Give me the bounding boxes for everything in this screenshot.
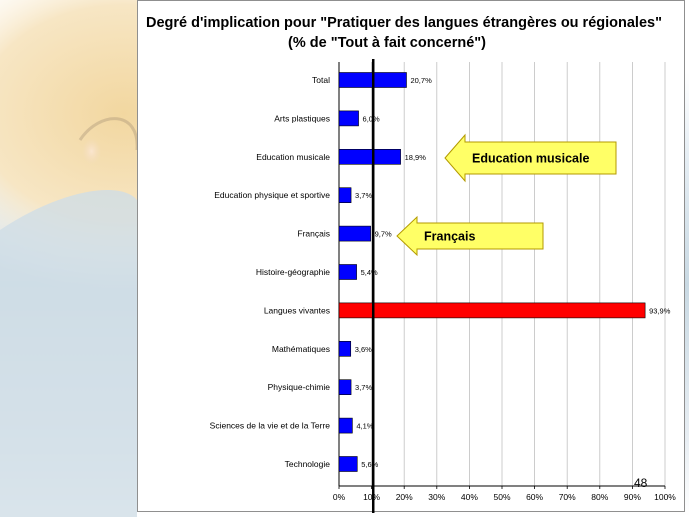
x-tick-label: 80% — [591, 492, 608, 502]
category-label: Histoire-géographie — [256, 267, 330, 277]
value-label: 3,6% — [355, 345, 372, 354]
x-tick-label: 70% — [559, 492, 576, 502]
category-label: Mathématiques — [272, 344, 330, 354]
value-label: 20,7% — [410, 76, 432, 85]
category-label: Education musicale — [256, 152, 330, 162]
category-label: Technologie — [285, 459, 331, 469]
value-label: 3,7% — [355, 191, 372, 200]
x-tick-label: 0% — [333, 492, 346, 502]
value-label: 3,7% — [355, 383, 372, 392]
value-label: 5,4% — [361, 268, 378, 277]
value-label: 6,0% — [363, 114, 380, 123]
slide: Degré d'implication pour "Pratiquer des … — [137, 0, 685, 513]
bar — [338, 149, 401, 165]
callout-arrow — [444, 133, 617, 183]
category-label: Français — [297, 229, 330, 239]
category-labels: Total Arts plastiques Education musicale Ed… — [210, 75, 331, 469]
x-tick-label: 90% — [624, 492, 641, 502]
x-tick-label: 100% — [654, 492, 676, 502]
bar — [338, 110, 359, 127]
category-label: Langues vivantes — [264, 305, 330, 315]
bar — [338, 379, 352, 396]
category-label: Education physique et sportive — [214, 190, 330, 200]
bar — [338, 340, 352, 357]
value-label: 5,6% — [361, 460, 378, 469]
callout-label: Education musicale — [472, 152, 589, 166]
bar — [338, 417, 353, 434]
value-label: 9,7% — [375, 230, 392, 239]
x-tick-label: 50% — [493, 492, 510, 502]
bar — [338, 302, 646, 319]
callouts: Education musicale Français — [396, 133, 617, 257]
bar — [338, 187, 352, 203]
x-tick-label: 60% — [526, 492, 543, 502]
bar — [338, 225, 371, 242]
bar — [338, 456, 358, 472]
x-tick-label: 40% — [461, 492, 478, 502]
callout-label: Français — [424, 230, 475, 244]
bar — [338, 264, 357, 280]
x-tick-labels: 0% 10% 20% 30% 40% 50% 60% 70% 80% 90% 100% — [333, 486, 676, 502]
chart-subtitle: (% de "Tout à fait concerné") — [288, 35, 486, 51]
category-label: Physique-chimie — [268, 382, 331, 392]
bar-chart: Degré d'implication pour "Pratiquer des … — [146, 15, 676, 513]
page-number: 48 — [634, 476, 648, 490]
chart-title: Degré d'implication pour "Pratiquer des … — [146, 15, 662, 31]
value-labels: 20,7% 6,0% 18,9% 3,7% 9,7% 5,4% 93,9% 3,6% 3,7% 4… — [355, 76, 671, 469]
value-label: 4,1% — [356, 422, 373, 431]
category-label: Total — [312, 75, 330, 85]
callout-arrow — [396, 215, 544, 257]
x-tick-label: 10% — [363, 492, 380, 502]
bars — [338, 59, 646, 513]
value-label: 18,9% — [405, 153, 427, 162]
category-label: Sciences de la vie et de la Terre — [210, 421, 331, 431]
category-label: Arts plastiques — [274, 113, 330, 123]
grid-lines — [338, 62, 666, 487]
x-tick-label: 20% — [396, 492, 413, 502]
x-tick-label: 30% — [428, 492, 445, 502]
value-label: 93,9% — [649, 306, 671, 315]
